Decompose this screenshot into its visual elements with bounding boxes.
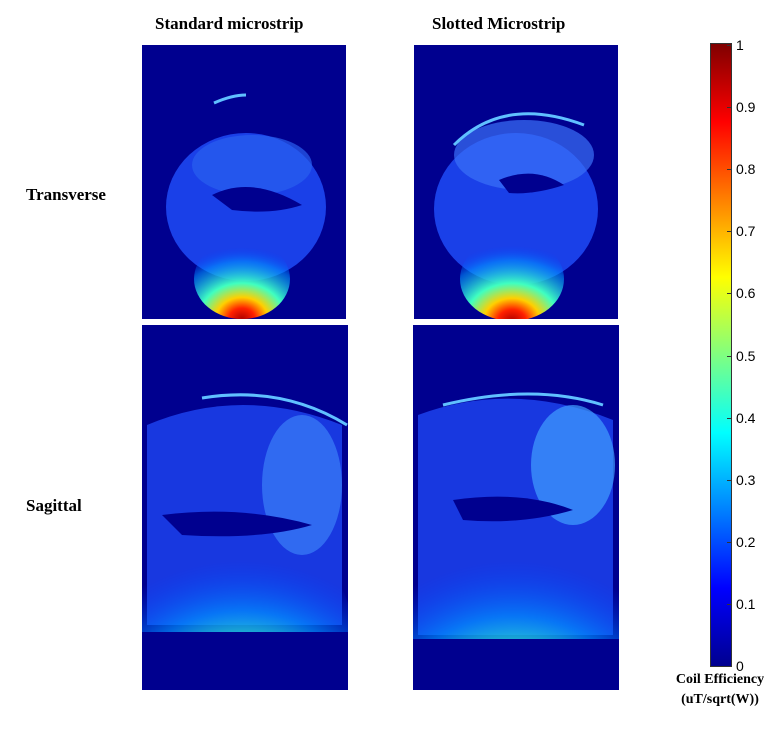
- colorbar-tick-mark: [727, 666, 732, 667]
- colorbar-label-line1: Coil Efficiency: [675, 672, 765, 687]
- colorbar-tick-mark: [727, 293, 732, 295]
- colorbar-tick-mark: [727, 417, 732, 419]
- colorbar-tick-mark: [727, 45, 732, 46]
- colorbar-tick-mark: [727, 231, 732, 233]
- map-sagittal-standard: [142, 325, 348, 690]
- colorbar-tick-mark: [727, 603, 732, 605]
- colorbar-tick-mark: [727, 107, 732, 109]
- colorbar-tick-mark: [727, 355, 732, 357]
- colorbar-tick-label: 0.6: [736, 285, 756, 302]
- colorbar: [710, 43, 732, 667]
- colorbar-tick-mark: [727, 479, 732, 481]
- row-title-sagittal: Sagittal: [26, 496, 82, 515]
- map-transverse-standard: [142, 45, 346, 319]
- colorbar-tick-mark: [727, 541, 732, 543]
- colorbar-tick-mark: [727, 169, 732, 171]
- colorbar-tick-label: 0.3: [736, 471, 756, 488]
- column-title-slotted: Slotted Microstrip: [432, 14, 566, 33]
- column-title-standard: Standard microstrip: [155, 14, 304, 33]
- colorbar-tick-label: 1: [736, 37, 744, 53]
- colorbar-tick-label: 0.9: [736, 99, 756, 116]
- colorbar-tick-label: 0.1: [736, 595, 756, 612]
- row-title-transverse: Transverse: [26, 185, 106, 204]
- colorbar-tick-label: 0.7: [736, 223, 756, 240]
- colorbar-tick-label: 0.8: [736, 161, 756, 178]
- colorbar-tick-label: 0: [736, 658, 744, 674]
- colorbar-tick-label: 0.2: [736, 533, 756, 550]
- map-sagittal-slotted: [413, 325, 619, 690]
- colorbar-label-line2: (uT/sqrt(W)): [681, 692, 759, 707]
- colorbar-tick-label: 0.5: [736, 347, 756, 364]
- colorbar-tick-label: 0.4: [736, 409, 756, 426]
- map-transverse-slotted: [414, 45, 618, 319]
